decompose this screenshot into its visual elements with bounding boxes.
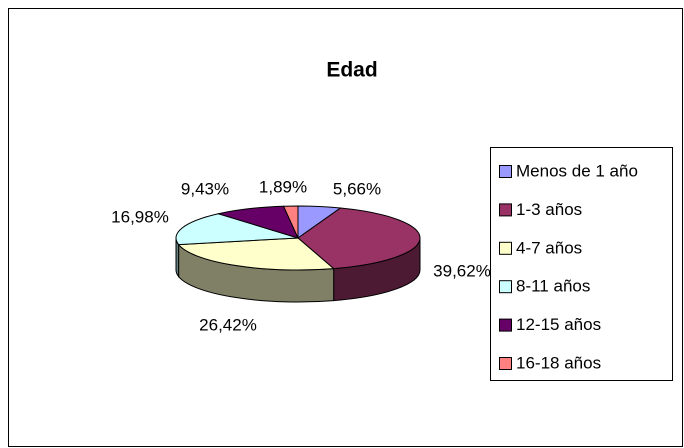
pie-slice xyxy=(177,237,335,271)
legend-swatch xyxy=(499,203,512,217)
legend-swatch xyxy=(499,357,512,370)
legend-box xyxy=(490,147,673,381)
data-label: 16,98% xyxy=(111,207,169,226)
data-label: 39,62% xyxy=(433,261,491,280)
data-label: 26,42% xyxy=(199,315,257,334)
legend-label: 8-11 años xyxy=(516,277,590,296)
data-label: 5,66% xyxy=(333,179,381,198)
legend-label: 1-3 años xyxy=(516,200,582,219)
data-label: 9,43% xyxy=(181,179,229,198)
chart-title: Edad xyxy=(326,59,377,82)
legend-swatch xyxy=(499,165,512,178)
pie-slice xyxy=(297,207,421,270)
legend-label: Menos de 1 año xyxy=(516,161,638,180)
legend-label: 16-18 años xyxy=(516,353,601,372)
pie-slice xyxy=(282,205,299,239)
legend-label: 12-15 años xyxy=(516,315,601,334)
legend-swatch xyxy=(499,280,512,294)
legend-swatch xyxy=(499,318,512,332)
data-label: 1,89% xyxy=(259,177,307,196)
legend-swatch xyxy=(499,241,512,255)
legend-label: 4-7 años xyxy=(516,238,582,257)
pie-slice xyxy=(175,213,299,246)
